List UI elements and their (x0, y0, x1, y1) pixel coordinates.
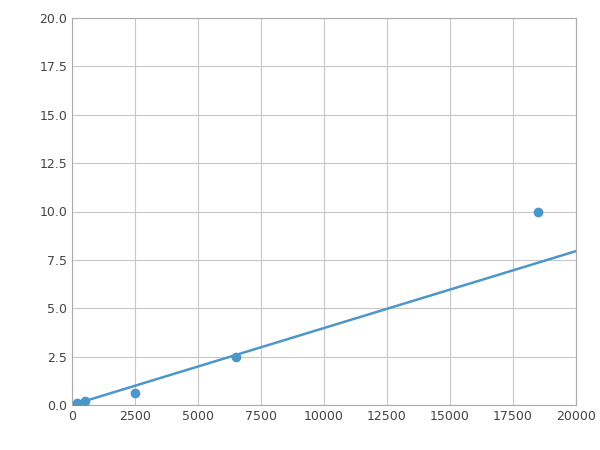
Point (80, 397, 89, 405)
Point (533, 208, 543, 215)
Point (130, 390, 140, 397)
Point (231, 353, 241, 360)
Point (72, 400, 82, 407)
